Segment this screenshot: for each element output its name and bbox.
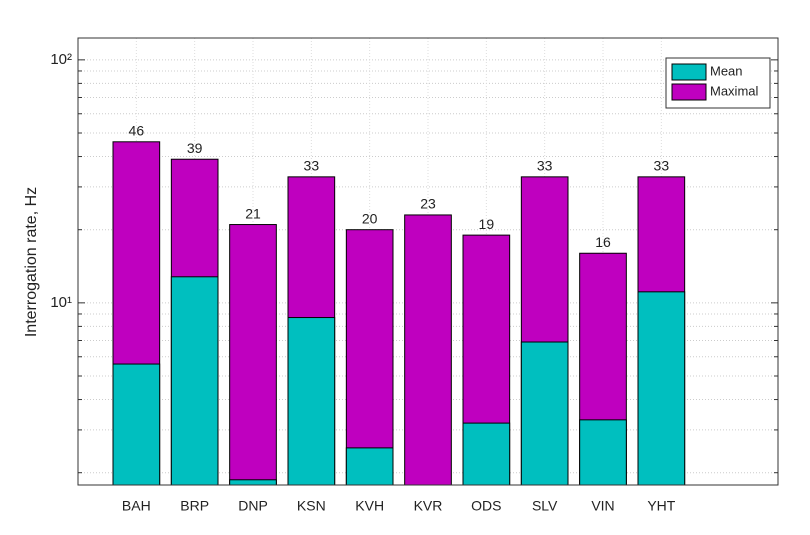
x-tick-label: KVR — [414, 498, 443, 514]
x-tick-label: KSN — [297, 498, 326, 514]
data-label: 16 — [595, 234, 611, 250]
data-label: 19 — [479, 216, 495, 232]
legend-label: Maximal — [710, 83, 759, 98]
legend-label: Mean — [710, 63, 743, 78]
x-tick-label: KVH — [355, 498, 384, 514]
bar — [170, 276, 219, 486]
bar — [112, 363, 161, 486]
plot-frame — [77, 37, 779, 486]
y-axis-label: Interrogation rate, Hz — [23, 187, 40, 337]
data-label: 39 — [187, 140, 203, 156]
y-tick-label: 10² — [50, 51, 72, 68]
data-label: 20 — [362, 210, 378, 226]
bar — [287, 317, 336, 486]
bar — [637, 291, 686, 486]
data-label: 23 — [420, 196, 436, 212]
x-tick-label: BRP — [180, 498, 209, 514]
bar — [345, 229, 394, 486]
data-label: 33 — [537, 158, 553, 174]
x-tick-label: SLV — [532, 498, 558, 514]
data-label: 33 — [304, 158, 320, 174]
data-label: 33 — [654, 158, 670, 174]
x-tick-label: DNP — [238, 498, 268, 514]
bar — [345, 447, 394, 486]
bar — [520, 341, 569, 486]
bar — [229, 479, 277, 486]
data-label: 46 — [129, 123, 145, 139]
bar — [462, 422, 511, 486]
y-tick-label: 10¹ — [50, 294, 72, 311]
data-label: 21 — [245, 205, 261, 221]
bar — [404, 214, 452, 486]
x-tick-label: BAH — [122, 498, 151, 514]
x-tick-label: YHT — [647, 498, 675, 514]
legend-swatch — [671, 63, 707, 81]
x-tick-label: ODS — [471, 498, 501, 514]
legend-swatch — [671, 83, 707, 101]
x-tick-label: VIN — [591, 498, 614, 514]
bar — [229, 224, 277, 486]
bar — [579, 419, 627, 486]
